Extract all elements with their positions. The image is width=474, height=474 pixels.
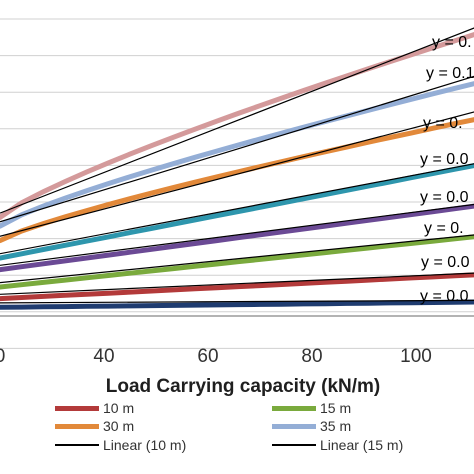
trendline	[0, 111, 474, 237]
legend-item: 30 m	[55, 416, 134, 436]
trendline-equation: y = 0.0	[420, 151, 469, 168]
trendline-equation: y = 0.	[432, 34, 472, 51]
legend-item: Linear (15 m)	[272, 435, 403, 455]
legend-label: 35 m	[320, 418, 352, 434]
x-tick-labels: 0 40 60 80 100	[0, 346, 432, 367]
trendline	[0, 234, 474, 284]
legend-item: 10 m	[55, 398, 134, 418]
legend-label: Linear (10 m)	[103, 437, 187, 453]
legend-label: 30 m	[103, 418, 135, 434]
x-tick-label: 100	[400, 346, 432, 367]
series-line	[0, 162, 474, 261]
trendline-equations: y = 0. y = 0.1 y = 0. y = 0.0 y = 0.0 y = 0. y…	[420, 34, 474, 305]
series-line	[0, 81, 474, 229]
series-line	[0, 32, 474, 220]
legend-item: 15 m	[272, 398, 351, 418]
legend-swatch	[55, 444, 99, 446]
series-line	[0, 117, 474, 244]
legend-swatch	[272, 405, 316, 411]
x-axis-title: Load Carrying capacity (kN/m)	[106, 376, 381, 397]
legend-swatch	[272, 423, 316, 429]
data-series	[0, 32, 474, 310]
x-tick-label: 60	[197, 346, 218, 367]
series-line	[0, 272, 474, 302]
x-tick-label: 0	[0, 346, 5, 367]
x-tick-label: 40	[93, 346, 114, 367]
legend: 10 m 15 m 30 m 35 m Linear (10 m) Linear (15 …	[0, 398, 474, 474]
legend-item: Linear (10 m)	[55, 435, 186, 455]
trendline-equation: y = 0.0	[420, 189, 469, 206]
trendline-equation: y = 0.1	[426, 65, 474, 82]
trendline	[0, 75, 474, 223]
trendline	[0, 163, 474, 255]
trendline	[0, 203, 474, 266]
series-line	[0, 234, 474, 290]
series-line	[0, 203, 474, 273]
trendline-equation: y = 0.	[424, 220, 464, 237]
series-line	[0, 299, 474, 310]
gridlines	[0, 18, 474, 349]
legend-label: Linear (15 m)	[320, 437, 404, 453]
trendlines	[0, 27, 474, 304]
x-tick-label: 80	[301, 346, 322, 367]
legend-label: 10 m	[103, 400, 135, 416]
trendline-equation: y = 0.	[423, 115, 463, 132]
trendline	[0, 27, 474, 214]
legend-swatch	[55, 423, 99, 429]
trendline	[0, 299, 474, 304]
legend-label: 15 m	[320, 400, 352, 416]
legend-swatch	[55, 405, 99, 411]
legend-swatch	[272, 444, 316, 446]
trendline	[0, 272, 474, 295]
trendline-equation: y = 0.0	[420, 288, 469, 305]
trendline-equation: y = 0.0	[421, 254, 470, 271]
legend-item: 35 m	[272, 416, 351, 436]
